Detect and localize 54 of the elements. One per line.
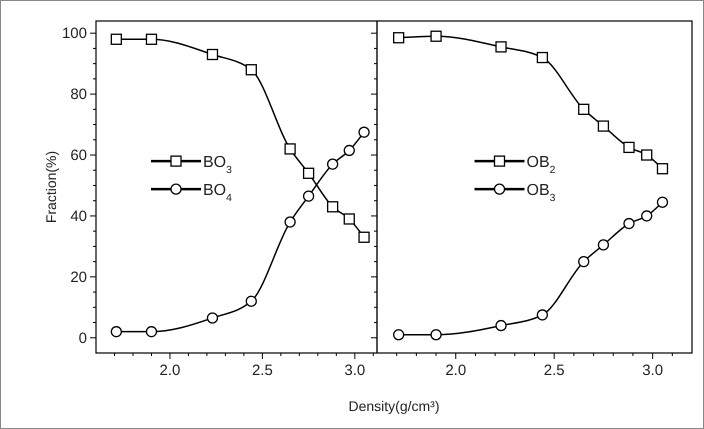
point xyxy=(641,210,652,222)
point xyxy=(393,329,404,340)
legend-label: BO$_{3}$ xyxy=(203,154,232,176)
legend-label: OB$_{3}$ xyxy=(526,182,556,204)
point xyxy=(146,326,158,338)
legend-label: OB$_{2}$ xyxy=(526,154,556,176)
point xyxy=(302,168,314,179)
point xyxy=(358,232,370,243)
point xyxy=(206,48,218,60)
point xyxy=(358,126,370,138)
point xyxy=(393,32,404,44)
point xyxy=(246,296,257,307)
point xyxy=(110,326,122,338)
point xyxy=(326,158,338,170)
x-tick-label: 2.5 xyxy=(544,362,565,379)
y-tick-label: 100 xyxy=(62,25,87,42)
point xyxy=(578,104,590,115)
point xyxy=(578,256,590,268)
point xyxy=(598,120,610,132)
y-tick-label: 20 xyxy=(70,268,87,286)
point xyxy=(284,143,296,155)
y-axis-title: Fraction(%) xyxy=(43,150,59,224)
point xyxy=(146,34,158,45)
point xyxy=(656,163,668,174)
point xyxy=(495,320,507,332)
x-tick-label: 3.0 xyxy=(642,362,664,379)
point xyxy=(536,309,548,321)
point xyxy=(344,144,355,156)
x-tick-label: 2.0 xyxy=(160,362,180,379)
x-tick-label: 3.0 xyxy=(344,362,366,379)
y-tick-label: 40 xyxy=(70,208,87,225)
point xyxy=(536,52,548,64)
point xyxy=(656,196,668,208)
point xyxy=(430,329,442,340)
point xyxy=(326,201,338,212)
x-tick-label: 2.0 xyxy=(445,362,466,379)
point xyxy=(598,239,610,251)
point xyxy=(284,216,296,228)
point xyxy=(623,142,635,154)
point xyxy=(641,149,652,161)
y-tick-label: 80 xyxy=(70,86,87,104)
x-tick-label: 2.5 xyxy=(252,362,273,379)
point xyxy=(110,34,122,45)
point xyxy=(344,213,355,225)
y-tick-label: 60 xyxy=(70,147,87,164)
legend-label: BO$_{4}$ xyxy=(203,182,232,204)
x-axis-title: Density(g/cm³) xyxy=(348,398,440,414)
point xyxy=(246,64,257,76)
point xyxy=(495,41,507,53)
point xyxy=(430,30,442,42)
y-tick-label: 0 xyxy=(78,330,87,347)
point xyxy=(623,218,635,230)
point xyxy=(206,312,218,324)
point xyxy=(302,190,314,202)
